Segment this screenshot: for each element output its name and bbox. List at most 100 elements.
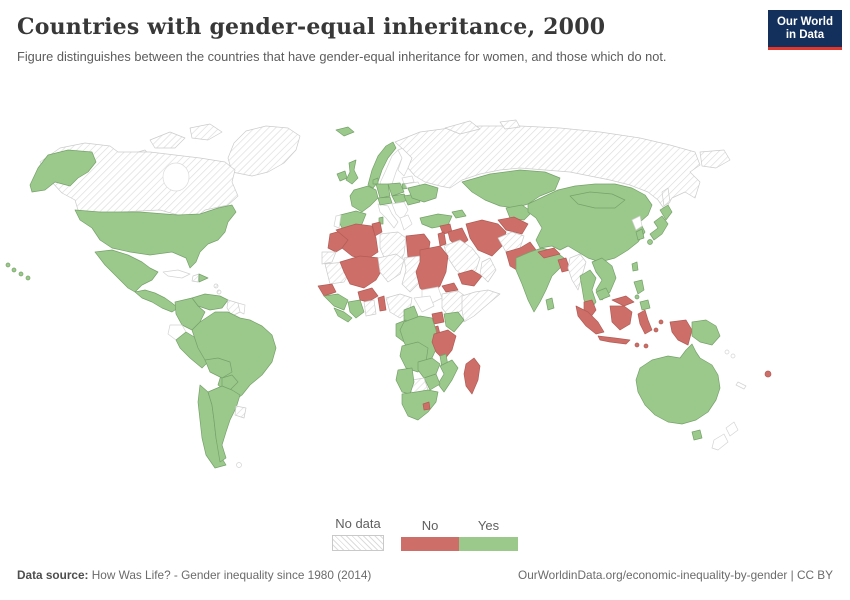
country-central-america[interactable] [134,289,179,313]
country-russia-arctic[interactable] [499,119,521,130]
solomon-islands[interactable] [730,353,736,359]
country-indonesia-sumatra[interactable] [575,305,605,335]
country-new-zealand-north[interactable] [725,421,739,437]
country-iran[interactable] [465,219,507,257]
country-haiti[interactable] [191,273,200,283]
country-uruguay[interactable] [234,405,247,419]
country-alaska[interactable] [29,149,97,193]
country-brazil[interactable] [191,311,277,401]
country-serbia-balkans[interactable] [391,201,409,221]
country-kazakhstan[interactable] [461,169,561,209]
country-russia[interactable] [394,125,701,211]
country-oman[interactable] [479,257,497,283]
country-indonesia-java[interactable] [597,335,631,345]
country-argentina[interactable] [207,385,241,463]
country-papua-new-guinea[interactable] [691,319,721,346]
country-japan-honshu[interactable] [649,215,669,241]
country-yemen[interactable] [457,269,483,287]
country-kenya[interactable] [443,311,465,333]
country-indonesia-kalimantan[interactable] [609,305,633,331]
country-suriname[interactable] [237,302,246,315]
country-nepal[interactable] [537,247,561,259]
country-italy[interactable] [377,203,399,229]
country-namibia[interactable] [395,367,415,395]
country-portugal[interactable] [333,214,342,229]
country-cambodia[interactable] [595,287,611,301]
lesser-antilles[interactable] [216,289,222,295]
country-central-african-republic[interactable] [413,295,435,313]
country-cuba[interactable] [162,269,191,279]
hawaii[interactable] [5,262,11,268]
country-canada-arctic[interactable] [189,123,223,141]
country-ghana[interactable] [363,299,377,317]
legend-swatch-no[interactable] [401,537,459,551]
country-united-states[interactable] [74,204,237,269]
country-russia-chukotka[interactable] [699,149,731,169]
legend-swatch-no-data[interactable] [332,535,384,551]
country-taiwan[interactable] [631,261,639,272]
country-new-zealand-south[interactable] [711,433,729,451]
country-jordan[interactable] [437,231,447,247]
country-afghanistan[interactable] [497,231,525,253]
country-venezuela[interactable] [191,293,229,311]
country-russia-arctic[interactable] [444,120,481,135]
lesser-antilles[interactable] [213,283,219,289]
country-indonesia-papua[interactable] [669,319,693,346]
legend-swatch-yes[interactable] [459,537,518,551]
country-caucasus[interactable] [451,209,467,219]
hawaii[interactable] [25,275,31,281]
country-japan-kyushu[interactable] [647,239,653,245]
country-mali[interactable] [339,255,383,289]
new-caledonia[interactable] [735,381,747,390]
country-ukraine[interactable] [407,183,439,203]
country-dominican-republic[interactable] [198,273,209,283]
hawaii[interactable] [18,271,24,277]
country-philippines-luzon[interactable] [633,279,645,295]
country-myanmar[interactable] [567,253,587,291]
country-mozambique[interactable] [437,359,459,393]
country-sri-lanka[interactable] [545,297,555,311]
country-benin[interactable] [377,295,387,312]
country-france[interactable] [349,185,379,213]
country-india[interactable] [515,247,565,313]
country-south-korea[interactable] [635,228,645,241]
country-north-korea[interactable] [631,215,643,231]
country-bangladesh[interactable] [557,257,571,273]
owid-url-link[interactable]: OurWorldinData.org/economic-inequality-b… [518,568,833,582]
country-burkina-faso[interactable] [357,287,379,303]
country-malaysia-borneo[interactable] [611,295,635,307]
country-fiji[interactable] [764,370,772,378]
country-eritrea[interactable] [441,282,459,293]
country-cote-divoire[interactable] [347,299,365,319]
country-guyana[interactable] [226,299,241,317]
country-western-sahara[interactable] [321,251,337,265]
country-bolivia[interactable] [204,357,233,379]
country-greece[interactable] [399,214,413,231]
country-madagascar[interactable] [463,357,481,395]
country-philippines-visayas[interactable] [634,294,640,300]
country-germany[interactable] [375,183,391,199]
country-indonesia-lesser-sunda[interactable] [634,342,640,348]
country-indonesia-maluku[interactable] [658,319,664,325]
country-zimbabwe[interactable] [423,373,441,391]
country-australia-tasmania[interactable] [691,429,703,441]
country-canada-arctic[interactable] [149,131,186,149]
owid-logo[interactable]: Our World in Data [767,10,842,50]
solomon-islands[interactable] [724,349,730,355]
country-somalia[interactable] [461,289,501,323]
hawaii[interactable] [11,267,17,273]
country-mongolia[interactable] [569,191,626,209]
country-uganda[interactable] [431,311,445,325]
country-guinea[interactable] [323,293,349,311]
country-tanzania[interactable] [431,329,457,361]
country-japan-hokkaido[interactable] [659,204,673,221]
country-indonesia-sulawesi[interactable] [637,309,653,335]
country-algeria[interactable] [335,223,379,261]
country-indonesia-lesser-sunda[interactable] [643,343,649,349]
country-iceland[interactable] [335,126,355,137]
country-paraguay[interactable] [221,374,239,391]
country-switzerland-austria[interactable] [377,196,393,206]
country-greenland[interactable] [227,125,301,177]
country-tunisia[interactable] [371,221,383,237]
country-philippines-mindanao[interactable] [639,299,651,311]
